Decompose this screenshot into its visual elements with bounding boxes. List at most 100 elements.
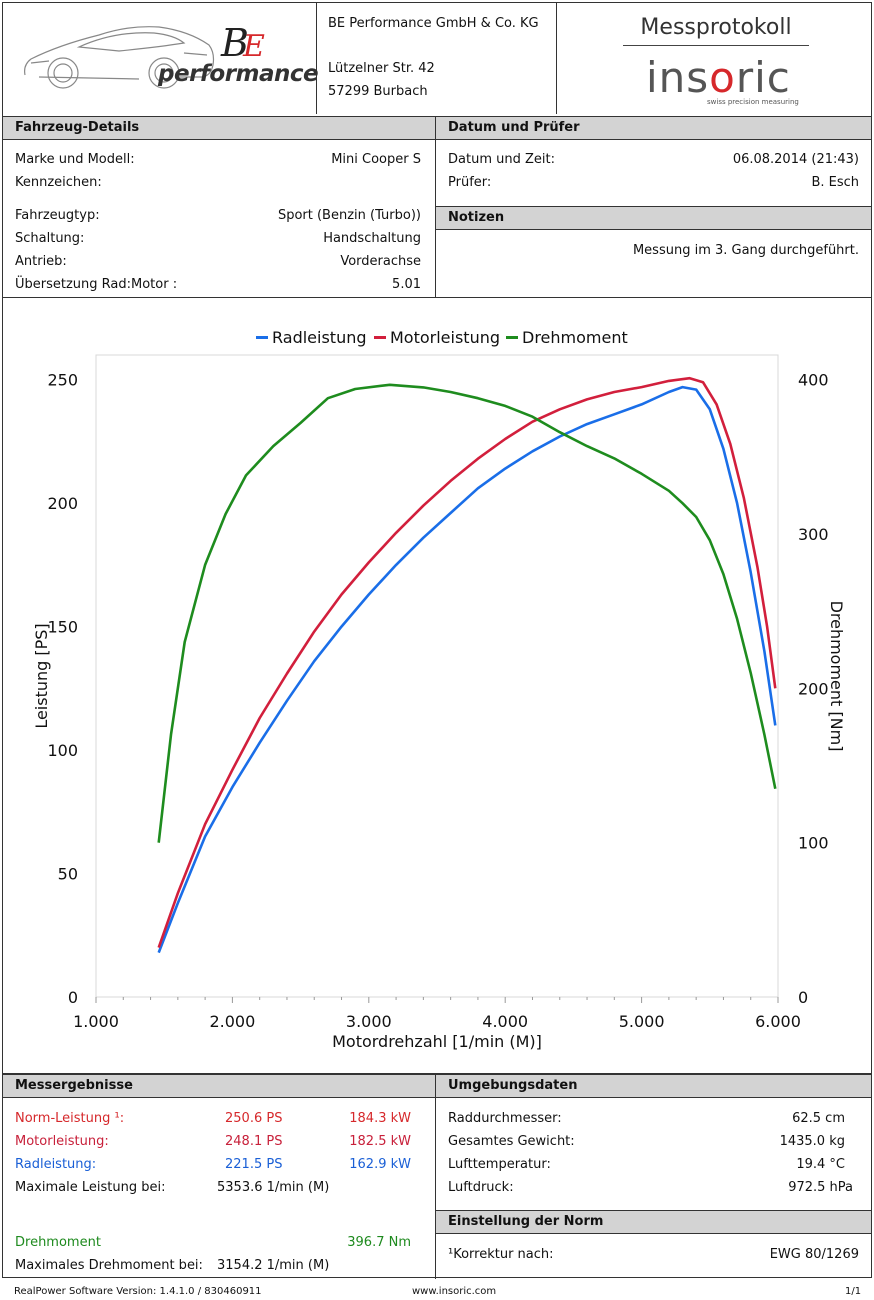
y-axis-title: Leistung [PS] <box>32 623 51 728</box>
drive-value: Vorderachse <box>340 254 421 269</box>
norm-power-label: Norm-Leistung ¹: <box>15 1111 125 1126</box>
total-weight-value: 1435.0 kg <box>779 1134 845 1149</box>
datetime-label: Datum und Zeit: <box>448 152 555 167</box>
series-line-motorleistung <box>157 376 777 949</box>
y2-axis-title: Drehmoment [Nm] <box>827 601 846 752</box>
datetime-value: 06.08.2014 (21:43) <box>732 152 859 167</box>
vehicle-type-value: Sport (Benzin (Turbo)) <box>277 208 421 223</box>
max-power-rpm-label: Maximale Leistung bei: <box>15 1180 166 1195</box>
vehicle-section-header: Fahrzeug-Details <box>3 116 435 140</box>
wheel-power-ps: 221.5 PS <box>225 1157 283 1172</box>
gear-ratio-label: Übersetzung Rad:Motor : <box>15 277 178 292</box>
wheel-power-label: Radleistung: <box>15 1157 97 1172</box>
vehicle-type-label: Fahrzeugtyp: <box>15 208 100 223</box>
total-weight-label: Gesamtes Gewicht: <box>448 1134 575 1149</box>
section-divider <box>435 116 436 297</box>
engine-power-label: Motorleistung: <box>15 1134 109 1149</box>
section-divider <box>3 297 871 298</box>
norm-section-header: Einstellung der Norm <box>436 1210 871 1234</box>
torque-label: Drehmoment <box>15 1235 101 1250</box>
air-pressure-label: Luftdruck: <box>448 1180 514 1195</box>
brand-logo-text: performance <box>158 61 319 87</box>
transmission-value: Handschaltung <box>323 231 421 246</box>
y2-tick-label: 100 <box>798 834 829 853</box>
y-tick-label: 200 <box>47 494 78 513</box>
y-tick-label: 100 <box>47 741 78 760</box>
air-pressure-value: 972.5 hPa <box>788 1180 853 1195</box>
wheel-diameter-label: Raddurchmesser: <box>448 1111 562 1126</box>
protocol-title: Messprotokoll <box>640 15 792 40</box>
x-tick-label: 6.000 <box>755 1012 801 1031</box>
y-tick-label: 50 <box>58 865 78 884</box>
power-torque-chart: 1.000 2.000 3.000 4.000 5.000 6.000 0 50 100 150 2… <box>32 354 846 1051</box>
license-plate-label: Kennzeichen: <box>15 175 102 190</box>
vendor-tagline: swiss precision measuring <box>707 98 799 106</box>
x-tick-label: 2.000 <box>209 1012 255 1031</box>
gear-ratio-value: 5.01 <box>392 277 421 292</box>
date-section-header: Datum und Prüfer <box>436 116 871 140</box>
y-tick-label: 0 <box>68 988 78 1007</box>
max-torque-rpm-value: 3154.2 1/min (M) <box>217 1258 330 1273</box>
engine-power-ps: 248.1 PS <box>225 1134 283 1149</box>
section-divider <box>3 1073 871 1074</box>
results-section-header: Messergebnisse <box>3 1074 435 1098</box>
be-logo-mark: BE <box>221 21 265 65</box>
torque-value: 396.7 Nm <box>347 1235 411 1250</box>
legend-swatch <box>506 335 518 339</box>
vehicle-model-label: Marke und Modell: <box>15 152 135 167</box>
y-tick-label: 250 <box>47 371 78 390</box>
legend-drehmoment: Drehmoment <box>506 328 628 347</box>
y2-tick-label: 300 <box>798 525 829 544</box>
y2-tick-label: 200 <box>798 679 829 698</box>
transmission-label: Schaltung: <box>15 231 85 246</box>
car-silhouette-icon <box>24 26 215 89</box>
x-axis-title: Motordrehzahl [1/min (M)] <box>332 1032 542 1051</box>
software-version: RealPower Software Version: 1.4.1.0 / 83… <box>14 1286 262 1297</box>
legend-motorleistung: Motorleistung <box>374 328 500 347</box>
inspector-value: B. Esch <box>811 175 859 190</box>
inspector-label: Prüfer: <box>448 175 492 190</box>
max-torque-rpm-label: Maximales Drehmoment bei: <box>15 1258 203 1273</box>
title-underline <box>623 45 809 46</box>
company-city: 57299 Burbach <box>328 84 428 99</box>
drive-label: Antrieb: <box>15 254 67 269</box>
legend-label: Motorleistung <box>390 328 501 347</box>
norm-correction-label: ¹Korrektur nach: <box>448 1247 554 1262</box>
wheel-power-kw: 162.9 kW <box>349 1157 411 1172</box>
vendor-website-link[interactable]: www.insoric.com <box>412 1286 497 1297</box>
y2-tick-label: 0 <box>798 988 808 1007</box>
y-tick-label: 150 <box>47 618 78 637</box>
environment-section-header: Umgebungsdaten <box>436 1074 871 1098</box>
norm-correction-value: EWG 80/1269 <box>769 1247 859 1262</box>
legend-label: Drehmoment <box>522 328 628 347</box>
page-number: 1/1 <box>845 1286 862 1297</box>
x-tick-label: 1.000 <box>73 1012 119 1031</box>
air-temp-value: 19.4 °C <box>796 1157 845 1172</box>
x-tick-label: 3.000 <box>346 1012 392 1031</box>
notes-section-header: Notizen <box>436 206 871 230</box>
x-tick-label: 4.000 <box>482 1012 528 1031</box>
company-street: Lützelner Str. 42 <box>328 61 435 76</box>
notes-text: Messung im 3. Gang durchgeführt. <box>632 243 859 258</box>
legend-swatch <box>256 335 268 339</box>
legend-radleistung: Radleistung <box>256 328 367 347</box>
header-divider <box>316 3 317 114</box>
y2-tick-label: 400 <box>798 371 829 390</box>
air-temp-label: Lufttemperatur: <box>448 1157 551 1172</box>
vehicle-model-value: Mini Cooper S <box>331 152 421 167</box>
norm-power-kw: 184.3 kW <box>349 1111 411 1126</box>
series-line-radleistung <box>157 385 777 954</box>
plot-area <box>95 354 779 998</box>
report-frame: BE performance BE Performance GmbH & Co.… <box>2 2 872 1279</box>
x-tick-label: 5.000 <box>619 1012 665 1031</box>
company-name: BE Performance GmbH & Co. KG <box>328 16 539 31</box>
max-power-rpm-value: 5353.6 1/min (M) <box>217 1180 330 1195</box>
header-divider <box>556 3 557 114</box>
legend-swatch <box>374 335 386 339</box>
wheel-diameter-value: 62.5 cm <box>792 1111 845 1126</box>
section-divider <box>435 1074 436 1279</box>
engine-power-kw: 182.5 kW <box>349 1134 411 1149</box>
legend-label: Radleistung <box>272 328 367 347</box>
norm-power-ps: 250.6 PS <box>225 1111 283 1126</box>
vendor-logo: insoric <box>646 53 791 102</box>
